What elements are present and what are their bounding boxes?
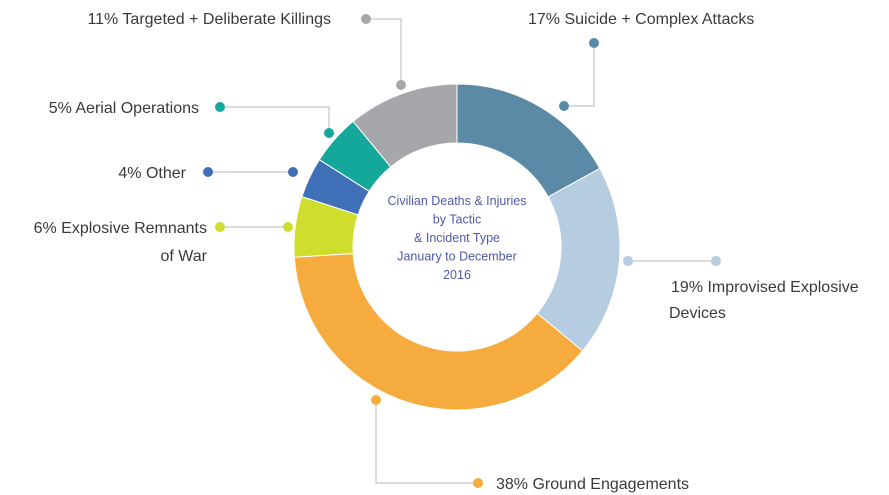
leader-line-5 xyxy=(220,106,330,133)
leader-start-dot-5 xyxy=(324,128,334,138)
pie-slice-2 xyxy=(293,252,584,411)
slice-label-5: 5% Aerial Operations xyxy=(49,100,199,117)
leader-end-dot-1 xyxy=(711,256,721,266)
leader-line-0 xyxy=(564,43,595,107)
leader-end-dot-2 xyxy=(473,478,483,488)
center-caption-line-1: by Tactic xyxy=(433,213,481,227)
leader-line-6 xyxy=(366,18,402,85)
slice-label-2: 38% Ground Engagements xyxy=(496,476,689,493)
leader-start-dot-0 xyxy=(559,101,569,111)
pie-slice-6 xyxy=(352,83,458,168)
leader-end-dot-6 xyxy=(361,14,371,24)
leader-start-dot-4 xyxy=(288,167,298,177)
leader-start-dot-1 xyxy=(623,256,633,266)
leader-end-dot-5 xyxy=(215,102,225,112)
center-caption-line-3: January to December xyxy=(397,250,517,264)
slice-label-3: 6% Explosive Remnants xyxy=(34,220,207,237)
center-caption-line-0: Civilian Deaths & Injuries xyxy=(388,194,527,208)
leader-end-dot-4 xyxy=(203,167,213,177)
donut-hole xyxy=(354,144,560,350)
center-caption-line-2: & Incident Type xyxy=(414,231,500,245)
leader-end-dot-3 xyxy=(215,222,225,232)
slice-label-3-line-1: of War xyxy=(160,248,207,265)
leader-line-2 xyxy=(375,400,478,484)
slice-label-1: 19% Improvised Explosive xyxy=(671,279,859,296)
leader-start-dot-3 xyxy=(283,222,293,232)
center-caption-line-4: 2016 xyxy=(443,268,471,282)
leader-end-dot-0 xyxy=(589,38,599,48)
slice-label-4: 4% Other xyxy=(118,165,186,182)
leader-start-dot-6 xyxy=(396,80,406,90)
slice-label-1-line-1: Devices xyxy=(669,305,726,322)
slice-label-6: 11% Targeted + Deliberate Killings xyxy=(87,11,331,28)
slice-label-0: 17% Suicide + Complex Attacks xyxy=(528,11,754,28)
leader-start-dot-2 xyxy=(371,395,381,405)
